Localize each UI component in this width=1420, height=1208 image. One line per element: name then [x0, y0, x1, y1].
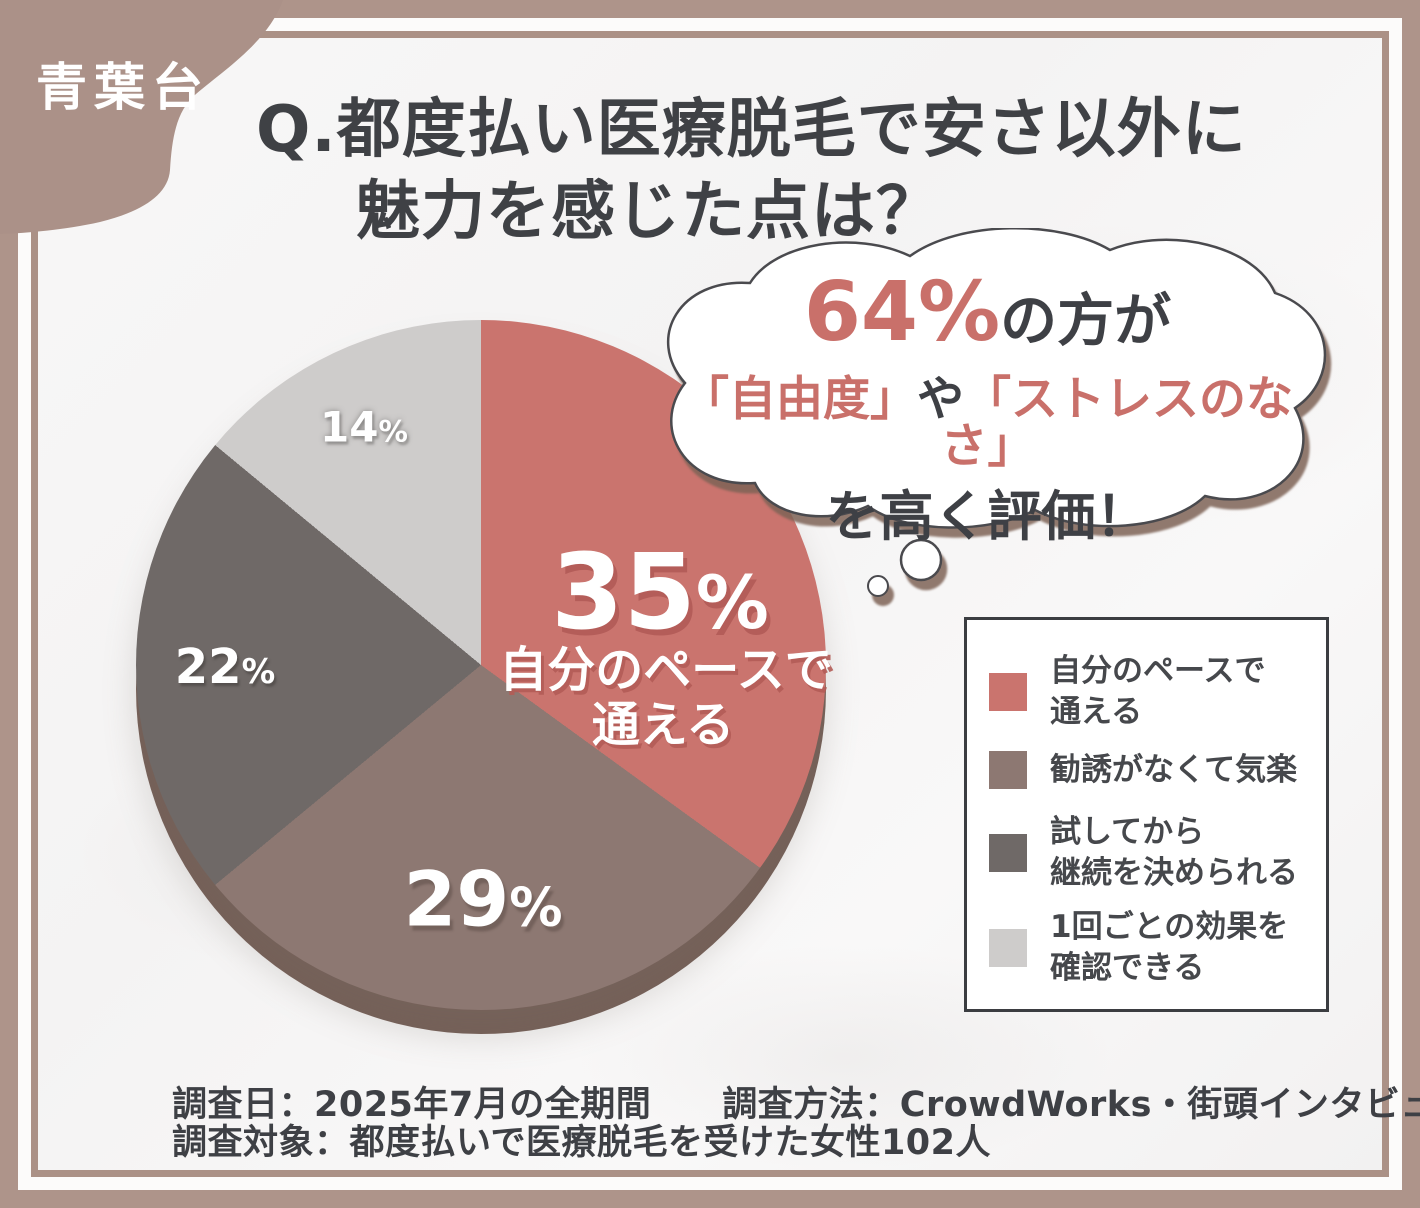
legend-swatch-lightgray	[989, 928, 1027, 967]
bubble-tail-circle-small	[867, 575, 889, 597]
pie-label-segment2-percent: 29%	[403, 855, 562, 944]
legend-swatch-brown	[989, 751, 1027, 790]
pie-label-segment3-percent: 22%	[175, 639, 275, 695]
bubble-line1-suffix: の方が	[1000, 288, 1172, 354]
legend-label-2-line1: 勧誘がなくて気楽	[1050, 752, 1298, 788]
bubble-line3: を高く評価！	[825, 485, 1150, 548]
legend-item-2: 勧誘がなくて気楽	[989, 750, 1297, 791]
legend-swatch-red	[989, 672, 1027, 711]
thought-bubble: 64%の方が 「自由度」や「ストレスのなさ」 を高く評価！	[640, 228, 1340, 628]
pie-label-segment1-percent: 35%	[551, 531, 769, 653]
legend-box: 自分のペースで 通える 勧誘がなくて気楽 試してから 継続を決められる 1回ごと…	[964, 617, 1329, 1012]
pie-value-3: 22	[174, 639, 242, 695]
legend-label-4-line1: 1回ごとの効果を	[1050, 909, 1289, 945]
percent-sign: %	[509, 876, 563, 939]
bubble-cloud-shape	[666, 228, 1327, 597]
bubble-quote-1: 「自由度」	[682, 372, 917, 427]
bubble-connector: や	[917, 372, 964, 427]
pie-caption-line1: 自分のペースで	[499, 642, 833, 698]
legend-label-1-line2: 通える	[1050, 693, 1143, 730]
pie-label-segment4-percent: 14%	[320, 403, 408, 452]
legend-label-4: 1回ごとの効果を 確認できる	[1050, 907, 1288, 989]
corner-blob-path	[0, 0, 283, 234]
percent-sign: %	[695, 561, 769, 646]
legend-swatch-darkgray	[989, 833, 1027, 872]
bubble-cloud-path	[666, 228, 1327, 529]
bubble-quote-2: 「ストレスのなさ」	[940, 372, 1294, 474]
bubble-tail-circle-large	[899, 538, 943, 582]
legend-item-4: 1回ごとの効果を 確認できる	[989, 907, 1288, 989]
footer-note-line2: 調査対象：都度払いで医療脱毛を受けた女性102人	[172, 1123, 992, 1163]
legend-label-3: 試してから 継続を決められる	[1050, 812, 1298, 894]
page-title-line2: 魅力を感じた点は？	[356, 175, 941, 249]
legend-label-3-line1: 試してから	[1050, 814, 1205, 850]
pie-value-2: 29	[403, 854, 510, 944]
bubble-percent-value: 64%	[803, 265, 1001, 360]
pie-caption-line2: 通える	[591, 697, 735, 753]
legend-item-3: 試してから 継続を決められる	[989, 812, 1298, 894]
footer-note-line1: 調査日：2025年7月の全期間 調査方法：CrowdWorks・街頭インタビュー	[172, 1085, 1420, 1125]
legend-label-1-line1: 自分のペースで	[1050, 653, 1266, 689]
legend-label-2: 勧誘がなくて気楽	[1050, 750, 1297, 791]
percent-sign: %	[378, 414, 408, 449]
bubble-line1: 64%の方が	[660, 272, 1315, 354]
legend-label-1: 自分のペースで 通える	[1050, 651, 1265, 733]
bubble-line2: 「自由度」や「ストレスのなさ」	[660, 376, 1315, 470]
legend-item-1: 自分のペースで 通える	[989, 651, 1265, 733]
legend-label-4-line2: 確認できる	[1050, 949, 1205, 986]
percent-sign: %	[241, 652, 276, 691]
corner-blob	[0, 0, 283, 234]
bubble-text-block: 64%の方が 「自由度」や「ストレスのなさ」 を高く評価！	[660, 258, 1315, 544]
legend-label-3-line2: 継続を決められる	[1050, 854, 1298, 891]
pie-value-1: 35	[551, 531, 696, 653]
brand-badge: 青葉台	[36, 59, 211, 118]
pie-value-4: 14	[320, 402, 379, 452]
page-title-line1: Q.都度払い医療脱毛で安さ以外に	[256, 93, 1247, 167]
